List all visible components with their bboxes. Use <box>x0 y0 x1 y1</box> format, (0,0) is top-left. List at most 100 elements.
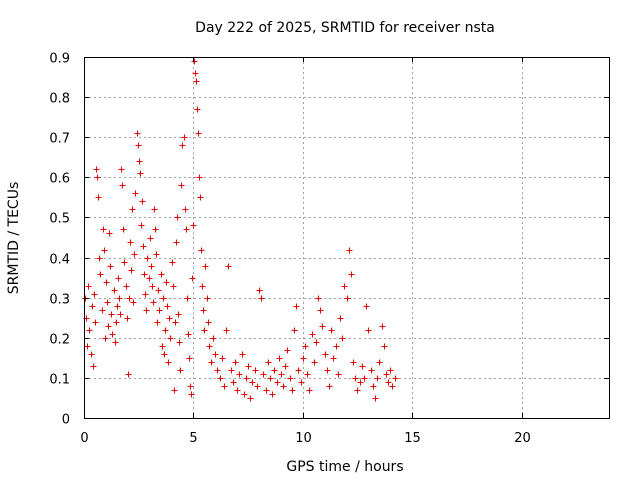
data-point-marker <box>107 263 114 270</box>
data-point-marker <box>230 379 237 386</box>
y-tick-label: 0.1 <box>49 373 70 388</box>
data-point-marker <box>90 363 97 370</box>
data-point-marker <box>146 275 153 282</box>
data-point-marker <box>160 295 167 302</box>
data-point-marker <box>127 239 134 246</box>
data-point-marker <box>84 343 91 350</box>
data-point-marker <box>223 327 230 334</box>
data-point-marker <box>221 383 228 390</box>
data-point-marker <box>155 287 162 294</box>
data-point-marker <box>265 359 272 366</box>
chart-title: Day 222 of 2025, SRMTID for receiver nst… <box>195 20 495 36</box>
data-point-marker <box>309 331 316 338</box>
data-point-marker <box>228 367 235 374</box>
data-point-marker <box>143 307 150 314</box>
data-point-marker <box>88 351 95 358</box>
data-point-marker <box>178 182 185 189</box>
data-point-marker <box>152 226 159 233</box>
data-point-marker <box>359 363 366 370</box>
data-point-marker <box>182 206 189 213</box>
x-tick-label: 20 <box>514 431 531 446</box>
data-point-marker <box>131 251 138 258</box>
data-point-marker <box>232 359 239 366</box>
y-tick-label: 0.3 <box>49 293 70 308</box>
data-point-marker <box>300 355 307 362</box>
grid-lines <box>84 57 609 418</box>
data-point-marker <box>365 327 372 334</box>
data-point-marker <box>249 379 256 386</box>
data-point-marker <box>96 255 103 262</box>
data-point-marker <box>269 391 276 398</box>
data-points <box>82 58 399 402</box>
data-point-marker <box>167 335 174 342</box>
data-point-marker <box>112 339 119 346</box>
data-point-marker <box>247 395 254 402</box>
data-point-marker <box>86 327 93 334</box>
data-point-marker <box>276 355 283 362</box>
data-point-marker <box>158 271 165 278</box>
data-point-marker <box>156 307 163 314</box>
data-point-marker <box>108 311 115 318</box>
data-point-marker <box>254 383 261 390</box>
data-point-marker <box>208 359 215 366</box>
data-point-marker <box>210 335 217 342</box>
data-point-marker <box>335 371 342 378</box>
axis-ticks: 0 0.1 0.2 0.3 0.4 0.5 0.6 0.7 0.8 0.9 0 5 10 15 20 <box>49 52 609 446</box>
x-tick-label: 10 <box>295 431 312 446</box>
data-point-marker <box>344 295 351 302</box>
data-point-marker <box>93 166 100 173</box>
data-point-marker <box>363 303 370 310</box>
plot-frame <box>84 57 610 419</box>
data-point-marker <box>315 295 322 302</box>
data-point-marker <box>171 387 178 394</box>
data-point-marker <box>139 198 146 205</box>
data-point-marker <box>148 263 155 270</box>
data-point-marker <box>326 383 333 390</box>
data-point-marker <box>89 303 96 310</box>
data-point-marker <box>102 335 109 342</box>
y-tick-label: 0.5 <box>49 212 70 227</box>
data-point-marker <box>115 275 122 282</box>
data-point-marker <box>298 379 305 386</box>
data-point-marker <box>140 243 147 250</box>
data-point-marker <box>385 379 392 386</box>
data-point-marker <box>284 347 291 354</box>
data-point-marker <box>120 226 127 233</box>
data-point-marker <box>132 190 139 197</box>
data-point-marker <box>289 387 296 394</box>
data-point-marker <box>346 247 353 254</box>
data-point-marker <box>129 206 136 213</box>
data-point-marker <box>170 283 177 290</box>
data-point-marker <box>306 387 313 394</box>
y-tick-label: 0.6 <box>49 172 70 187</box>
data-point-marker <box>150 299 157 306</box>
data-point-marker <box>374 375 381 382</box>
data-point-marker <box>123 283 130 290</box>
data-point-marker <box>192 70 199 77</box>
data-point-marker <box>189 275 196 282</box>
data-point-marker <box>267 375 274 382</box>
y-tick-label: 0.7 <box>49 132 70 147</box>
data-point-marker <box>357 379 364 386</box>
y-tick-label: 0.9 <box>49 52 70 67</box>
data-point-marker <box>105 323 112 330</box>
data-point-marker <box>142 291 149 298</box>
data-point-marker <box>352 375 359 382</box>
data-point-marker <box>317 307 324 314</box>
data-point-marker <box>204 295 211 302</box>
data-point-marker <box>118 166 125 173</box>
data-point-marker <box>193 78 200 85</box>
data-point-marker <box>116 295 123 302</box>
data-point-marker <box>169 259 176 266</box>
data-point-marker <box>361 375 368 382</box>
data-point-marker <box>117 311 124 318</box>
data-point-marker <box>304 371 311 378</box>
data-point-marker <box>91 291 98 298</box>
data-point-marker <box>241 391 248 398</box>
data-point-marker <box>271 367 278 374</box>
data-point-marker <box>121 259 128 266</box>
data-point-marker <box>134 130 141 137</box>
y-tick-label: 0 <box>62 413 70 428</box>
data-point-marker <box>370 383 377 390</box>
data-point-marker <box>196 174 203 181</box>
